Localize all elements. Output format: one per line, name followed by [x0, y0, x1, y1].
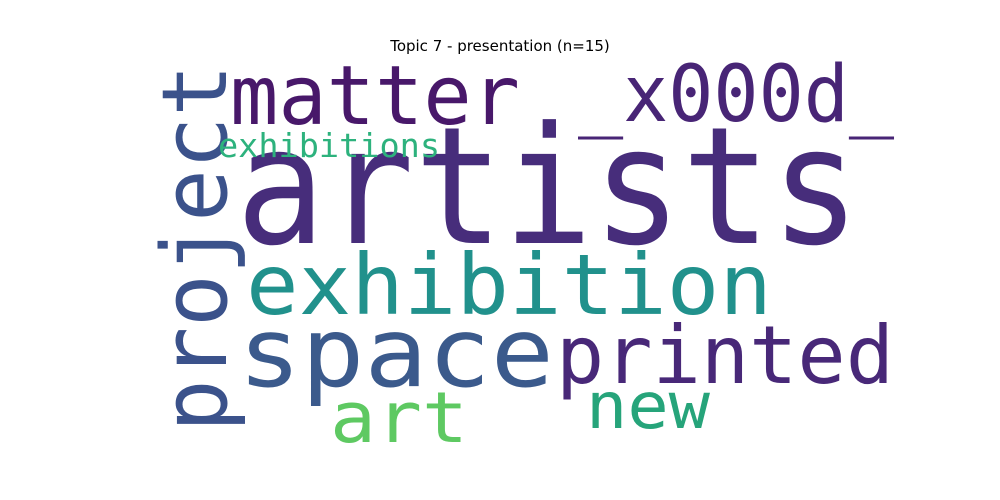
- word-exhibitions: exhibitions: [218, 126, 440, 165]
- word-x000d: _x000d_: [578, 50, 894, 140]
- word-exhibition: exhibition: [246, 236, 772, 334]
- word-printed: printed: [556, 309, 894, 402]
- word-space: space: [238, 297, 554, 409]
- word-new: new: [586, 370, 711, 444]
- word-artists: artists: [236, 93, 860, 282]
- word-art: art: [330, 377, 468, 459]
- word-project: project: [143, 64, 248, 432]
- figure-title: Topic 7 - presentation (n=15): [390, 37, 610, 55]
- word-matter: matter: [230, 49, 520, 144]
